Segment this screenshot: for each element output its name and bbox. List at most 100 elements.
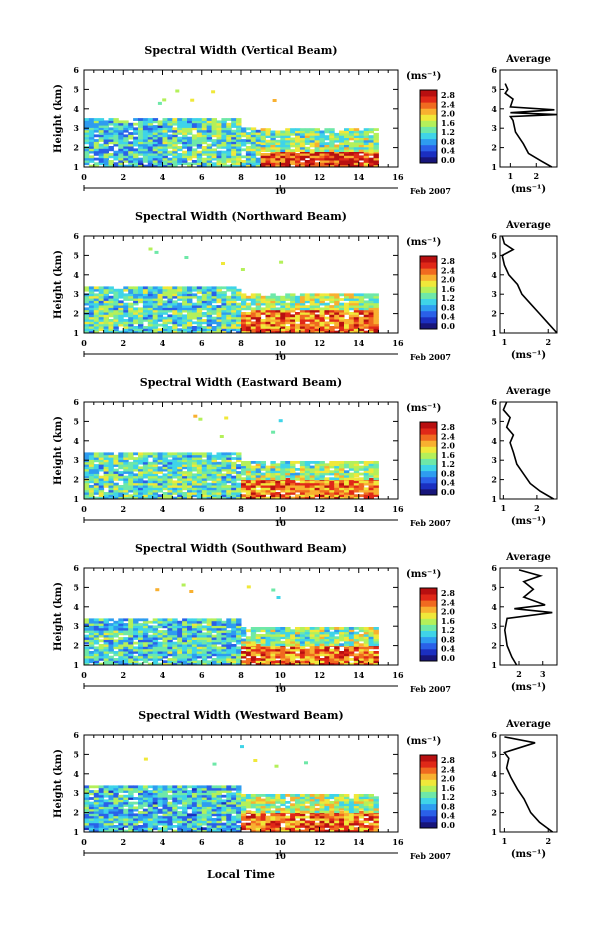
heatmap-cell [118,625,124,629]
heatmap-cell [182,160,188,163]
heatmap-cell [157,293,163,297]
heatmap-cell [304,489,311,493]
heatmap-cell [319,465,325,469]
heatmap-cell [138,160,144,163]
heatmap-cell [201,132,208,135]
heatmap-cell [373,461,379,464]
heatmap-cell [118,644,124,647]
heatmap-cell [162,655,168,659]
heatmap-cell [373,489,379,493]
heatmap-cell [172,658,178,661]
heatmap-cell [275,653,281,657]
heatmap-cell [216,305,222,308]
heatmap-cell [255,636,262,640]
heatmap-cell [353,330,360,334]
heatmap-cell [299,142,306,145]
heatmap-cell [133,646,139,650]
heatmap-cell [358,482,365,486]
heatmap-cell [128,457,134,460]
heatmap-cell [255,660,262,664]
heatmap-cell [324,309,330,313]
heatmap-cell [275,487,281,491]
heatmap-cell [187,136,193,140]
heatmap-cell [245,134,252,138]
heatmap-cell [191,457,198,460]
heatmap-cell [358,300,365,304]
heatmap-cell [206,482,213,486]
heatmap-cell [348,480,355,484]
heatmap-cell [280,474,286,478]
heatmap-cell [241,314,247,318]
heatmap-cell [201,319,208,322]
heatmap-cell [295,636,301,640]
heatmap-cell [162,153,168,156]
heatmap-cell [334,305,340,308]
heatmap-cell [182,485,188,488]
heatmap-cell [368,638,374,642]
heatmap-cell [339,470,345,474]
heatmap-cell [216,150,222,154]
heatmap-cell [196,129,203,133]
heatmap-cell [152,662,159,666]
heatmap-cell [103,825,109,828]
heatmap-cell [177,658,183,661]
heatmap-cell [265,492,271,495]
heatmap-cell [236,298,242,301]
heatmap-cell [128,822,134,826]
heatmap-cell [196,291,203,294]
heatmap-cell [363,636,370,640]
heatmap-cell [113,818,119,821]
heatmap-cell [241,480,247,484]
heatmap-cell [206,321,213,325]
heatmap-cell [260,130,266,134]
heatmap-cell [206,146,213,149]
heatmap-cell [93,134,100,138]
heatmap-cell [84,118,90,121]
heatmap-cell [348,662,355,666]
heatmap-cell [162,328,168,332]
heatmap-cell [319,307,325,311]
heatmap-cell [344,142,350,145]
heatmap-cell [250,150,257,154]
heatmap-cell [108,658,114,661]
heatmap-cell [177,639,183,643]
heatmap-cell [108,300,114,304]
heatmap-cell [142,485,149,488]
heatmap-cell [270,496,276,500]
heatmap-cell [314,157,320,161]
heatmap-cell [118,461,124,465]
avg-y-tick-label: 2 [491,309,497,319]
heatmap-cell [275,465,281,469]
heatmap-cell [348,629,355,633]
heatmap-cell [206,644,213,647]
heatmap-cell [172,129,178,133]
heatmap-cell [201,321,208,325]
heatmap-cell [187,644,193,647]
heatmap-cell [157,139,163,142]
heatmap-cell [123,155,129,159]
heatmap-cell [299,468,306,471]
heatmap-cell [206,475,213,479]
heatmap-cell [314,150,320,154]
heatmap-cell [93,806,100,810]
heatmap-cell [363,627,370,630]
heatmap-cell [353,640,360,644]
x-tick-label: 8 [238,670,244,680]
heatmap-cell [142,300,149,304]
heatmap-cell [201,120,208,124]
heatmap-cell [304,155,311,159]
heatmap-cell [344,646,350,650]
heatmap-cell [147,475,154,479]
heatmap-cell [216,641,222,645]
heatmap-cell [98,475,105,479]
heatmap-cell [157,153,163,156]
heatmap-cell [201,655,208,659]
heatmap-cell [344,149,350,152]
heatmap-cell [152,487,159,491]
heatmap-cell [138,799,144,803]
heatmap-cell [84,307,90,311]
heatmap-cell [103,655,109,659]
heatmap-cell [182,129,188,133]
heatmap-cell [182,482,188,486]
heatmap-cell [304,638,311,642]
